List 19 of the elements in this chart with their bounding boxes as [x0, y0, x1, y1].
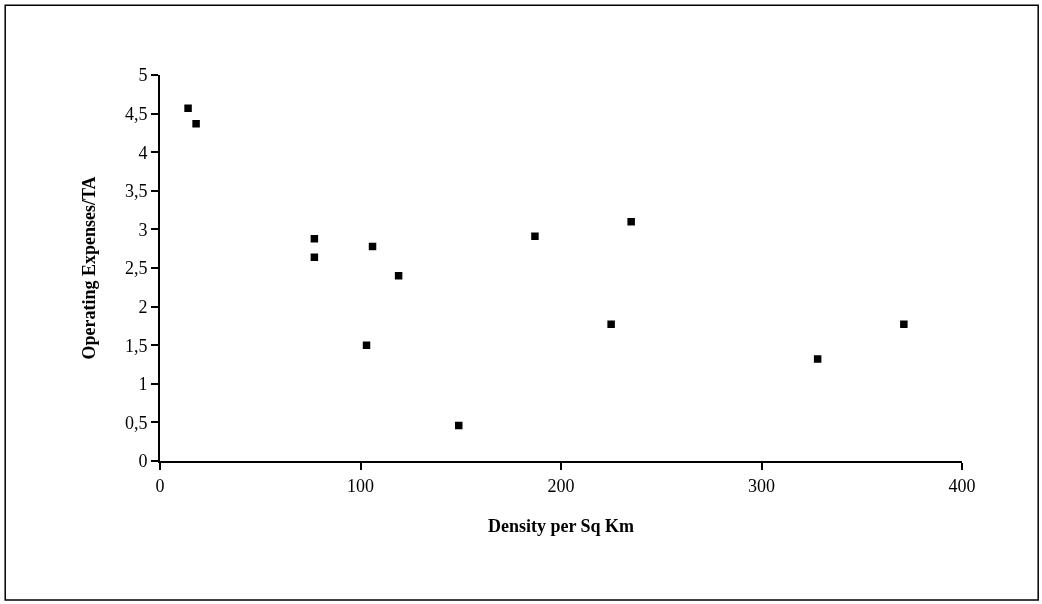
x-axis-title: Density per Sq Km — [487, 516, 635, 537]
y-tick-label: 4,5 — [124, 103, 148, 124]
y-tick-label: 3,5 — [124, 181, 148, 202]
y-tick-label: 0,5 — [124, 412, 148, 433]
x-tick-label: 0 — [155, 475, 165, 496]
y-tick-label: 2 — [138, 296, 148, 317]
y-tick-label: 3 — [138, 219, 148, 240]
point — [367, 241, 378, 252]
y-tick-label: 1 — [138, 374, 148, 395]
x-tick-label: 100 — [347, 475, 374, 496]
y-tick-label: 4 — [138, 142, 148, 163]
y-tick-label: 1,5 — [124, 335, 148, 356]
y-tick-label: 0 — [138, 451, 148, 472]
y-tick-label: 2,5 — [124, 258, 148, 279]
x-tick-label: 200 — [547, 475, 575, 496]
x-tick-label: 300 — [748, 475, 775, 496]
x-tick-label: 400 — [948, 475, 976, 496]
y-tick-label: 5 — [138, 65, 148, 86]
y-axis-title: Operating Expenses/TA — [78, 176, 99, 360]
